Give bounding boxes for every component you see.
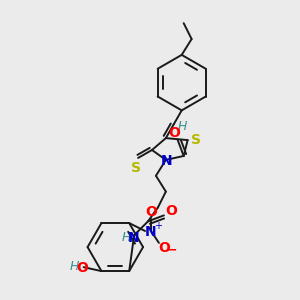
Text: −: − <box>167 243 177 256</box>
Text: N: N <box>145 225 157 239</box>
Text: H: H <box>70 260 80 273</box>
Text: O: O <box>165 204 177 218</box>
Text: N: N <box>127 231 139 245</box>
Text: H: H <box>122 231 131 244</box>
Text: +: + <box>154 221 162 231</box>
Text: O: O <box>77 261 88 275</box>
Text: H: H <box>178 120 188 133</box>
Text: O: O <box>158 241 170 255</box>
Text: S: S <box>131 161 141 175</box>
Text: O: O <box>145 205 157 219</box>
Text: N: N <box>161 154 173 168</box>
Text: O: O <box>168 126 180 140</box>
Text: S: S <box>190 133 201 147</box>
